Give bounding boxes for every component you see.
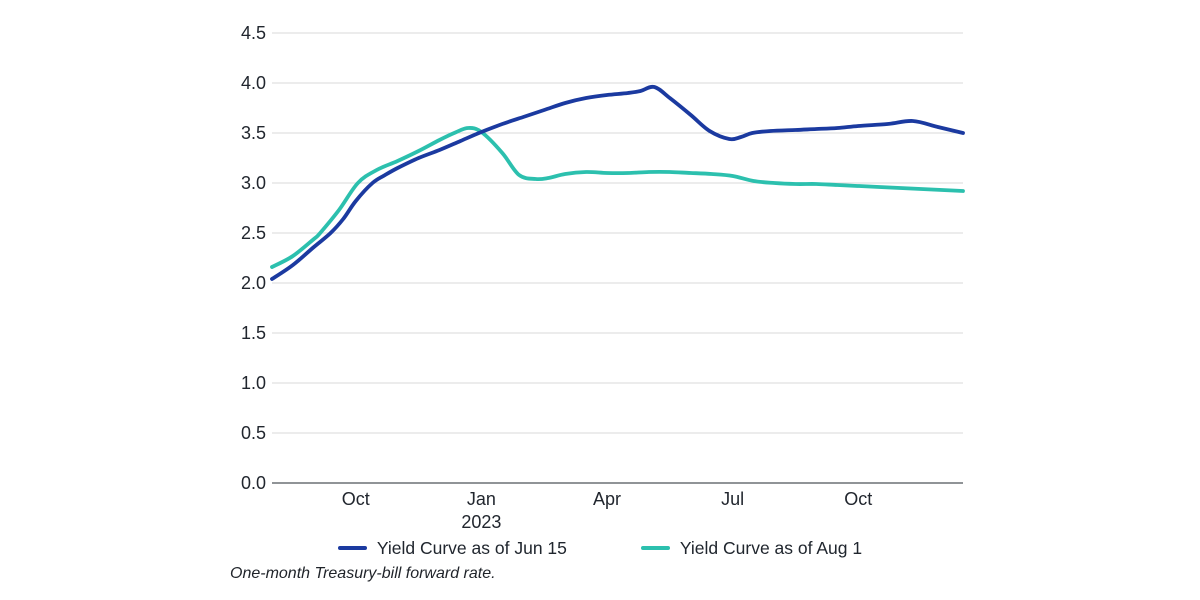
series-line-jun15 [270, 84, 965, 281]
chart-legend: Yield Curve as of Jun 15 Yield Curve as … [0, 537, 1200, 559]
y-tick-label: 1.0 [241, 373, 266, 393]
x-tick-sublabel: 2023 [461, 512, 501, 532]
x-tick-label: Jan [467, 489, 496, 509]
y-tick-label: 2.0 [241, 273, 266, 293]
y-tick-label: 4.5 [241, 23, 266, 43]
x-tick-label: Apr [593, 489, 621, 509]
y-tick-label: 0.5 [241, 423, 266, 443]
legend-swatch-jun15 [337, 546, 367, 550]
y-tick-label: 4.0 [241, 73, 266, 93]
legend-label-aug1: Yield Curve as of Aug 1 [679, 538, 863, 558]
legend-label-jun15: Yield Curve as of Jun 15 [376, 538, 567, 558]
legend-swatch-aug1 [640, 546, 670, 550]
y-tick-label: 3.5 [241, 123, 266, 143]
legend-item-aug1: Yield Curve as of Aug 1 [640, 537, 863, 559]
series-line-aug1 [270, 126, 965, 269]
legend-item-jun15: Yield Curve as of Jun 15 [337, 537, 567, 559]
chart-footnote: One-month Treasury-bill forward rate. [230, 565, 496, 582]
y-tick-label: 2.5 [241, 223, 266, 243]
x-tick-label: Oct [342, 489, 370, 509]
x-tick-label: Oct [844, 489, 872, 509]
y-tick-label: 0.0 [241, 473, 266, 493]
x-tick-label: Jul [721, 489, 744, 509]
y-tick-label: 3.0 [241, 173, 266, 193]
line-chart: 0.0 0.5 1.0 1.5 2.0 2.5 3.0 3.5 4.0 4.5 Oct Jan 2023… [241, 23, 965, 532]
y-tick-label: 1.5 [241, 323, 266, 343]
